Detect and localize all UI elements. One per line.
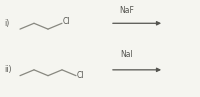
- Text: NaF: NaF: [120, 6, 134, 15]
- Text: i): i): [4, 19, 9, 28]
- Text: NaI: NaI: [121, 50, 133, 59]
- Text: Cl: Cl: [63, 17, 70, 26]
- Text: ii): ii): [4, 65, 12, 74]
- Text: Cl: Cl: [77, 71, 84, 80]
